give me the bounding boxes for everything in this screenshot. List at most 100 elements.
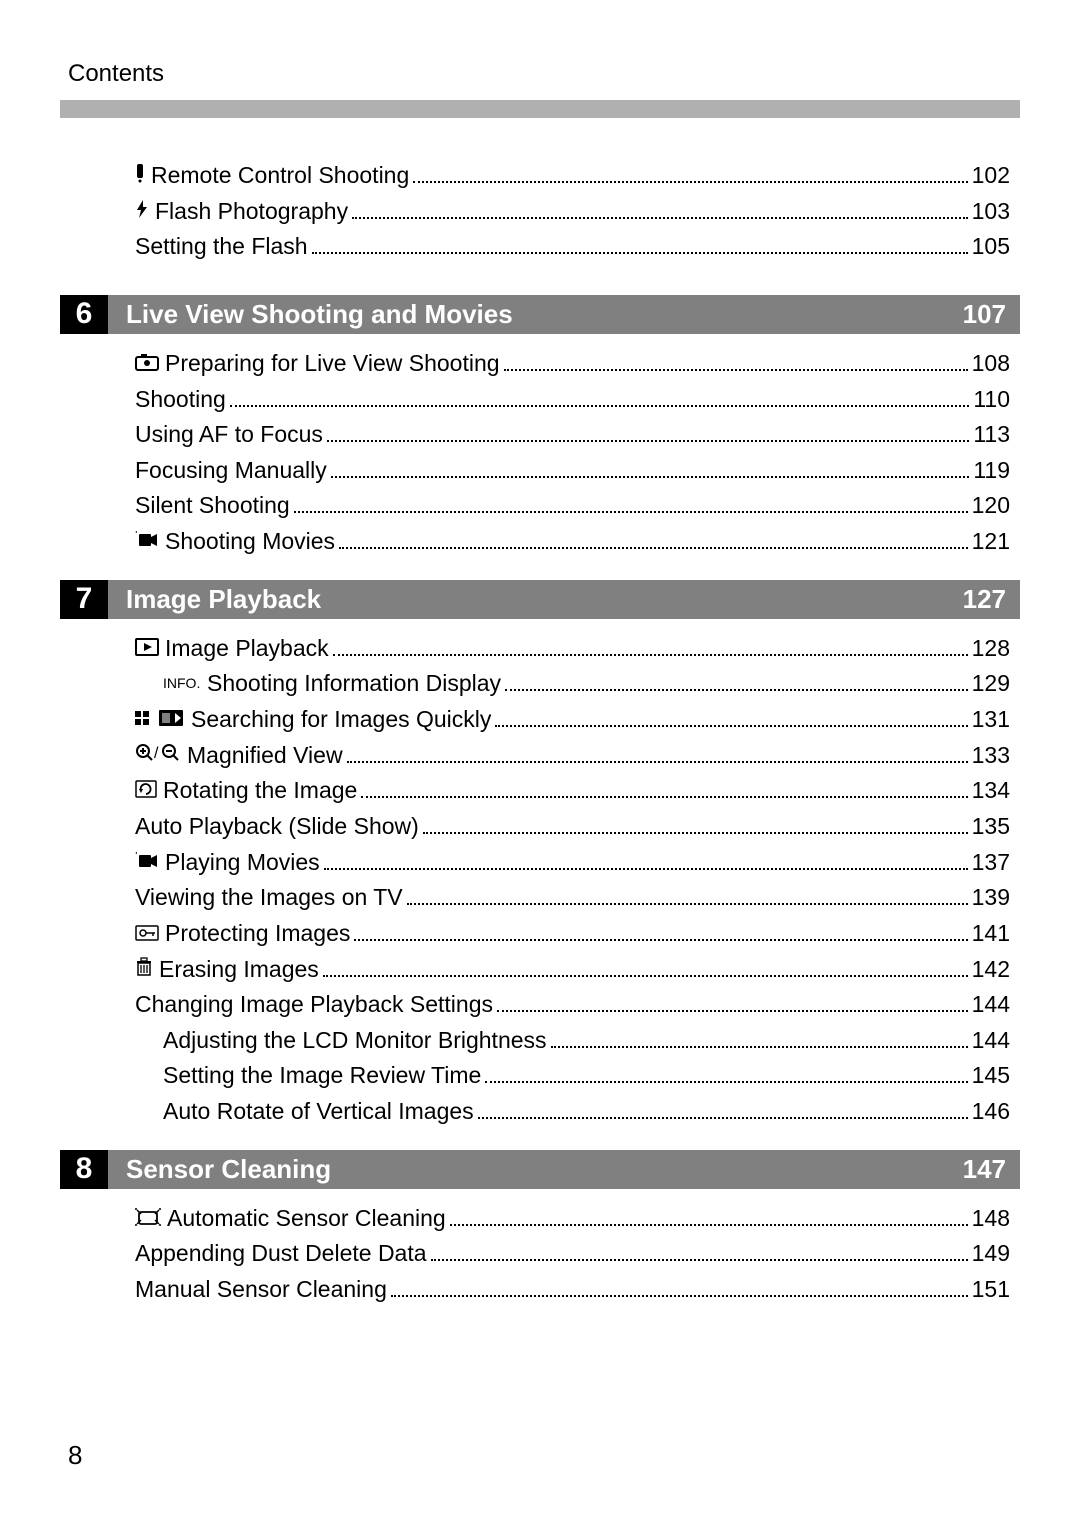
- section-title-bar: Image Playback 127: [108, 580, 1020, 619]
- magnify-icon: /: [135, 743, 181, 763]
- section-header: 8 Sensor Cleaning 147: [60, 1150, 1020, 1189]
- toc-label: Erasing Images: [159, 952, 319, 988]
- toc-leader-dots: [485, 1081, 967, 1083]
- toc-entry: Setting the Image Review Time145: [135, 1058, 1010, 1094]
- toc-page: 144: [972, 1023, 1010, 1059]
- toc-entry: / Magnified View 133: [135, 738, 1010, 774]
- section-title: Sensor Cleaning: [126, 1154, 331, 1185]
- toc-label: Viewing the Images on TV: [135, 880, 403, 916]
- toc-page: 105: [972, 229, 1010, 265]
- section-start-page: 147: [963, 1154, 1006, 1185]
- toc-label: Shooting Movies: [165, 524, 335, 560]
- flash-icon: [135, 199, 149, 219]
- toc-leader-dots: [294, 511, 968, 513]
- toc-leader-dots: [551, 1046, 968, 1048]
- toc-leader-dots: [312, 252, 968, 254]
- toc-page: 139: [972, 880, 1010, 916]
- toc-entry: INFO.Shooting Information Display129: [135, 666, 1010, 702]
- toc-leader-dots: [347, 761, 968, 763]
- page-container: Contents Remote Control Shooting102Flash…: [0, 0, 1080, 1348]
- toc-page: 141: [972, 916, 1010, 952]
- section-start-page: 127: [963, 584, 1006, 615]
- toc-label: Rotating the Image: [163, 773, 357, 809]
- toc-label: Preparing for Live View Shooting: [165, 346, 500, 382]
- toc-label: Focusing Manually: [135, 453, 327, 489]
- toc-page: 148: [972, 1201, 1010, 1237]
- toc-page: 119: [973, 453, 1010, 489]
- liveview-icon: [135, 353, 159, 371]
- toc-leader-dots: [331, 476, 970, 478]
- toc-leader-dots: [450, 1224, 968, 1226]
- toc-entry: Using AF to Focus113: [135, 417, 1010, 453]
- toc-label: Flash Photography: [155, 194, 348, 230]
- svg-text:’: ’: [135, 531, 138, 539]
- toc-leader-dots: [413, 181, 967, 183]
- toc-leader-dots: [333, 654, 968, 656]
- toc-leader-dots: [407, 903, 968, 905]
- toc-entry: Shooting110: [135, 382, 1010, 418]
- toc-page: 134: [972, 773, 1010, 809]
- toc-leader-dots: [323, 975, 968, 977]
- toc-leader-dots: [504, 369, 968, 371]
- toc-label: Magnified View: [187, 738, 343, 774]
- svg-text:INFO.: INFO.: [163, 675, 200, 691]
- toc-leader-dots: [230, 405, 970, 407]
- svg-text:’: ’: [135, 852, 138, 860]
- toc-page: 146: [972, 1094, 1010, 1130]
- toc-leader-dots: [423, 832, 968, 834]
- sensor-icon: [135, 1208, 161, 1226]
- rotate-icon: [135, 780, 157, 798]
- toc-entry: Flash Photography103: [135, 194, 1010, 230]
- toc-label: Shooting Information Display: [207, 666, 501, 702]
- toc-page: 131: [972, 702, 1010, 738]
- toc-entry: Automatic Sensor Cleaning148: [135, 1201, 1010, 1237]
- toc-page: 128: [972, 631, 1010, 667]
- toc-page: 137: [972, 845, 1010, 881]
- toc-leader-dots: [495, 725, 967, 727]
- toc-label: Changing Image Playback Settings: [135, 987, 493, 1023]
- toc-entry: Manual Sensor Cleaning151: [135, 1272, 1010, 1308]
- header-label: Contents: [60, 60, 1020, 88]
- toc-label: Manual Sensor Cleaning: [135, 1272, 387, 1308]
- toc-label: Image Playback: [165, 631, 329, 667]
- toc-label: Remote Control Shooting: [151, 158, 409, 194]
- erase-icon: [135, 957, 153, 977]
- toc-page: 133: [972, 738, 1010, 774]
- toc-label: Appending Dust Delete Data: [135, 1236, 427, 1272]
- toc-label: Searching for Images Quickly: [191, 702, 491, 738]
- toc-label: Auto Playback (Slide Show): [135, 809, 419, 845]
- toc-leader-dots: [478, 1117, 968, 1119]
- toc-page: 144: [972, 987, 1010, 1023]
- toc-leader-dots: [431, 1259, 968, 1261]
- section-entries: Automatic Sensor Cleaning148Appending Du…: [135, 1201, 1010, 1308]
- toc-entry: Remote Control Shooting 102: [135, 158, 1010, 194]
- toc-entry: Silent Shooting 120: [135, 488, 1010, 524]
- toc-label: Protecting Images: [165, 916, 350, 952]
- header-gray-bar: [60, 100, 1020, 118]
- toc-entry: Rotating the Image 134: [135, 773, 1010, 809]
- toc-label: Silent Shooting: [135, 488, 290, 524]
- toc-entry: ’Playing Movies137: [135, 845, 1010, 881]
- remote-icon: [135, 163, 145, 183]
- toc-page: 110: [973, 382, 1010, 418]
- protect-icon: [135, 925, 159, 941]
- toc-leader-dots: [505, 689, 968, 691]
- toc-entry: Auto Rotate of Vertical Images146: [135, 1094, 1010, 1130]
- toc-entry: Searching for Images Quickly 131: [135, 702, 1010, 738]
- toc-entry: Protecting Images 141: [135, 916, 1010, 952]
- section-title: Image Playback: [126, 584, 321, 615]
- sections-container: 6Live View Shooting and Movies107 Prepari…: [60, 295, 1020, 1308]
- toc-page: 121: [972, 524, 1010, 560]
- section-header: 6Live View Shooting and Movies107: [60, 295, 1020, 334]
- movie-icon: ’: [135, 852, 159, 870]
- toc-entry: Changing Image Playback Settings 144: [135, 987, 1010, 1023]
- toc-page: 142: [972, 952, 1010, 988]
- section-number: 8: [60, 1150, 108, 1189]
- toc-page: 120: [972, 488, 1010, 524]
- toc-leader-dots: [324, 868, 968, 870]
- toc-entry: Image Playback 128: [135, 631, 1010, 667]
- toc-entry: Adjusting the LCD Monitor Brightness144: [135, 1023, 1010, 1059]
- toc-page: 102: [972, 158, 1010, 194]
- toc-leader-dots: [497, 1010, 968, 1012]
- toc-entry: ’ Shooting Movies 121: [135, 524, 1010, 560]
